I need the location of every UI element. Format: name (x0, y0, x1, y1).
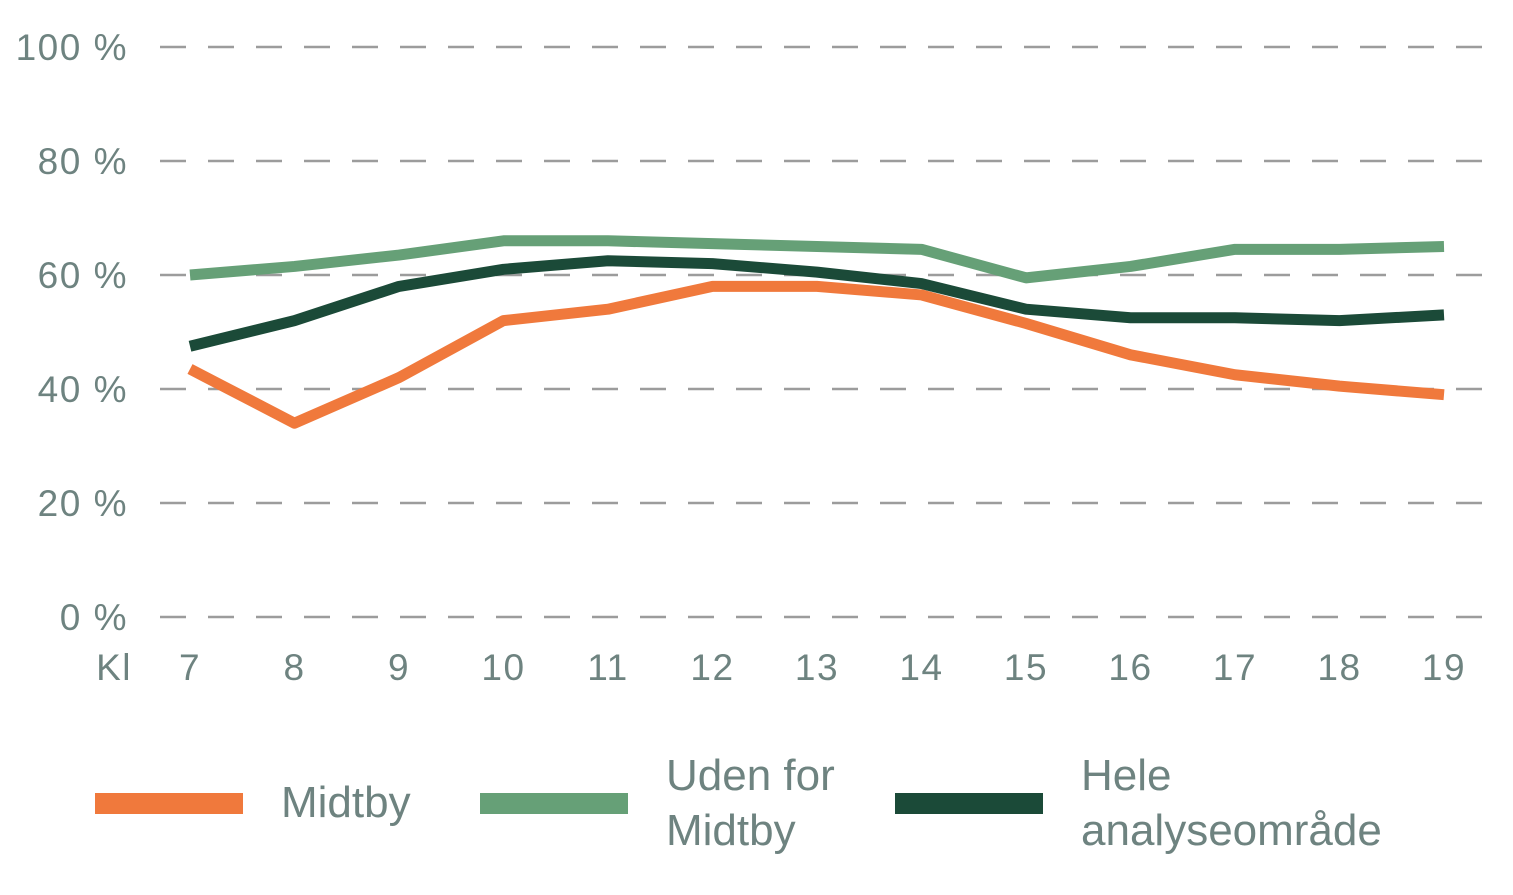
x-tick-label: 17 (1213, 647, 1257, 688)
x-tick-label: 18 (1317, 647, 1361, 688)
x-tick-label: 13 (795, 647, 839, 688)
y-tick-label: 40 % (38, 369, 128, 410)
legend-item-uden-for-midtby: Uden for Midtby (480, 738, 835, 868)
x-tick-label: 9 (388, 647, 410, 688)
x-tick-label: 11 (587, 647, 628, 688)
series-line-hele-analyseomr-de (188, 255, 1445, 352)
legend-label-midtby: Midtby (281, 775, 411, 830)
legend-swatch-uden-for-midtby (480, 792, 628, 814)
x-tick-label: 12 (690, 647, 734, 688)
x-tick-label: 7 (179, 647, 201, 688)
legend-label-line: Hele (1081, 750, 1172, 800)
legend-item-midtby: Midtby (95, 738, 411, 868)
x-axis-prefix-label: Kl (96, 647, 132, 688)
legend-label-line: Uden for (666, 750, 835, 800)
gridlines (160, 45, 1492, 619)
y-tick-label: 0 % (60, 597, 128, 638)
series-line-uden-for-midtby (189, 235, 1445, 284)
legend-label-uden-for-midtby: Uden for Midtby (666, 748, 835, 859)
legend-label-line: analyseområde (1081, 806, 1382, 855)
y-tick-label: 100 % (16, 27, 128, 68)
legend-label-line: Midtby (281, 778, 411, 828)
legend-swatch-hele-analyseomraade (895, 792, 1043, 814)
legend-label-line: Midtby (666, 806, 796, 855)
x-tick-label: 15 (1004, 647, 1048, 688)
x-tick-label: 16 (1108, 647, 1152, 688)
line-chart: 0 % 20 % 40 % 60 % 80 % 100 % Kl 7 8 9 10 11 12 13 14… (16, 27, 1492, 688)
legend-swatch-midtby (95, 792, 243, 814)
y-axis-labels: 0 % 20 % 40 % 60 % 80 % 100 % (16, 27, 128, 638)
x-tick-label: 8 (283, 647, 305, 688)
x-tick-label: 19 (1422, 647, 1466, 688)
y-tick-label: 60 % (38, 255, 128, 296)
x-tick-label: 14 (899, 647, 943, 688)
legend-item-hele-analyseomraade: Hele analyseområde (895, 738, 1382, 868)
series-line-midtby (187, 280, 1445, 429)
x-axis-labels: Kl 7 8 9 10 11 12 13 14 15 16 17 18 19 (96, 647, 1466, 688)
series-lines (187, 235, 1445, 429)
x-tick-label: 10 (481, 647, 525, 688)
y-tick-label: 20 % (38, 483, 128, 524)
legend-label-hele-analyseomraade: Hele analyseområde (1081, 748, 1382, 859)
y-tick-label: 80 % (38, 141, 128, 182)
legend: Midtby Uden for Midtby Hele analyseområd… (0, 738, 1513, 868)
